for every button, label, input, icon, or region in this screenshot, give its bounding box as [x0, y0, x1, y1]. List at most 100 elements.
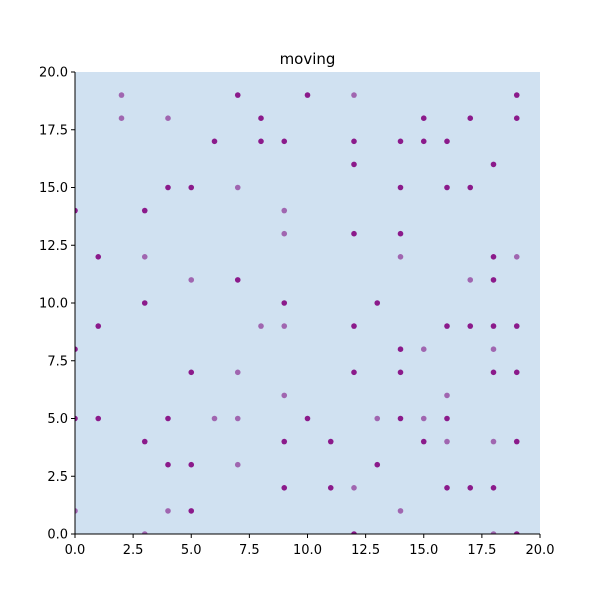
data-point — [397, 184, 404, 191]
chart-title: moving — [280, 50, 336, 68]
data-point — [165, 415, 171, 422]
data-point — [188, 508, 195, 514]
data-point — [234, 92, 241, 98]
data-point — [490, 161, 497, 168]
y-tick-label: 15.0 — [39, 181, 68, 196]
data-point — [397, 369, 404, 376]
points-layer — [75, 92, 520, 534]
y-tick-label: 5.0 — [47, 412, 68, 427]
data-point — [397, 253, 404, 260]
data-point — [95, 323, 102, 329]
data-point — [513, 253, 520, 260]
data-point — [281, 300, 288, 306]
x-tick-label: 20.0 — [526, 543, 555, 558]
data-point — [490, 253, 497, 260]
data-point — [374, 300, 381, 306]
data-point — [188, 184, 195, 191]
data-point — [165, 508, 171, 514]
data-point — [444, 138, 450, 145]
data-point — [75, 508, 78, 514]
x-tick-label: 10.0 — [293, 543, 322, 558]
data-point — [420, 138, 427, 145]
data-point — [281, 392, 288, 399]
data-point — [234, 184, 241, 191]
x-tick-label: 17.5 — [467, 543, 496, 558]
data-point — [258, 323, 264, 329]
data-point — [513, 323, 520, 329]
data-point — [327, 485, 334, 491]
x-tick-label: 15.0 — [409, 543, 438, 558]
data-point — [141, 207, 148, 214]
data-point — [75, 415, 78, 422]
data-point — [397, 230, 404, 237]
data-point — [281, 138, 288, 145]
y-tick-label: 17.5 — [39, 123, 68, 138]
data-point — [513, 531, 520, 534]
data-point — [397, 415, 404, 422]
x-tick-label: 7.5 — [239, 543, 260, 558]
data-point — [75, 207, 78, 214]
x-tick-label: 5.0 — [181, 543, 202, 558]
data-point — [397, 346, 404, 353]
data-point — [281, 207, 288, 214]
data-point — [281, 230, 288, 237]
x-tick-label: 2.5 — [123, 543, 144, 558]
y-tick-label: 12.5 — [39, 239, 68, 254]
data-point — [351, 230, 357, 237]
data-point — [420, 346, 427, 353]
data-point — [234, 369, 241, 376]
data-point — [141, 438, 148, 445]
plot-area — [75, 72, 540, 534]
axes-layer: 0.0 2.5 5.0 7.5 10.0 12.5 15.0 17.5 20.0 0.0 2.5 5.… — [39, 66, 554, 559]
data-point — [420, 415, 427, 422]
data-point — [467, 115, 474, 121]
data-point — [188, 461, 195, 468]
data-point — [444, 438, 450, 445]
data-point — [141, 253, 148, 260]
data-point — [444, 485, 450, 491]
data-point — [490, 485, 497, 491]
data-point — [118, 115, 125, 121]
data-point — [467, 485, 474, 491]
data-point — [75, 346, 78, 352]
data-point — [351, 161, 357, 168]
data-point — [420, 115, 427, 121]
data-point — [165, 461, 171, 468]
data-point — [327, 438, 334, 445]
data-point — [397, 508, 404, 514]
data-point — [281, 438, 288, 445]
data-point — [444, 184, 450, 191]
data-point — [490, 346, 497, 353]
data-point — [444, 415, 450, 422]
data-point — [490, 438, 497, 445]
data-point — [444, 392, 450, 399]
data-point — [211, 415, 218, 422]
data-point — [467, 184, 474, 191]
data-point — [118, 92, 125, 98]
data-point — [490, 531, 497, 534]
data-point — [467, 323, 474, 329]
data-point — [397, 138, 404, 145]
data-point — [513, 92, 520, 98]
data-point — [490, 277, 497, 283]
data-point — [188, 277, 195, 283]
data-point — [490, 369, 497, 376]
data-point — [141, 300, 148, 306]
data-point — [304, 92, 311, 98]
x-tick-label: 0.0 — [65, 543, 86, 558]
data-point — [420, 438, 427, 445]
data-point — [95, 415, 102, 422]
data-point — [444, 323, 450, 329]
data-point — [513, 115, 520, 121]
x-tick-label: 12.5 — [351, 543, 380, 558]
data-point — [234, 461, 241, 468]
y-tick-label: 10.0 — [39, 297, 68, 312]
data-point — [281, 485, 288, 491]
data-point — [165, 115, 171, 121]
data-point — [490, 323, 497, 329]
data-point — [234, 277, 241, 283]
data-point — [188, 369, 195, 376]
data-point — [351, 92, 357, 98]
data-point — [304, 415, 311, 422]
